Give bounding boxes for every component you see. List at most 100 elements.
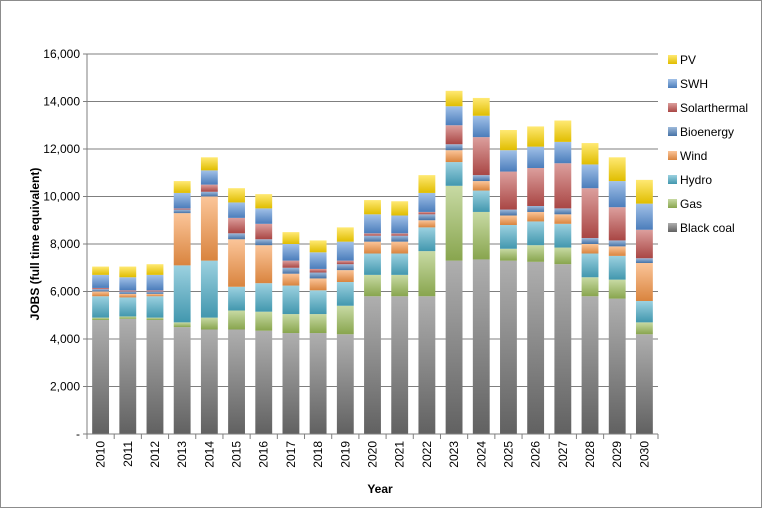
bar-segment-gas-2018 xyxy=(309,314,327,334)
bar-segment-gas-2019 xyxy=(336,305,354,335)
bar-segment-gas-2011 xyxy=(119,316,137,319)
legend-label: Solarthermal xyxy=(680,101,748,115)
bar-segment-hydro-2021 xyxy=(391,253,409,275)
bar-segment-black-coal-2028 xyxy=(581,296,599,434)
bar-segment-swh-2012 xyxy=(146,274,164,291)
bar-segment-solarthermal-2026 xyxy=(527,168,545,206)
bar-stack-2025 xyxy=(500,130,517,434)
bar-segment-bioenergy-2025 xyxy=(500,209,517,216)
bar-stack-2010 xyxy=(92,266,110,434)
bar-stack-2012 xyxy=(146,264,164,434)
bar-segment-wind-2030 xyxy=(635,263,653,301)
x-tick-label: 2020 xyxy=(366,441,380,468)
bar-segment-black-coal-2016 xyxy=(255,330,273,434)
bar-segment-pv-2017 xyxy=(282,232,300,244)
bar-segment-swh-2026 xyxy=(527,146,545,168)
legend-label: SWH xyxy=(680,77,708,91)
bar-segment-pv-2026 xyxy=(527,126,545,147)
bar-segment-bioenergy-2020 xyxy=(364,235,381,242)
bar-segment-hydro-2025 xyxy=(500,225,517,249)
bar-segment-bioenergy-2015 xyxy=(228,233,245,240)
bar-segment-hydro-2017 xyxy=(282,285,300,315)
bar-segment-hydro-2019 xyxy=(336,282,354,306)
x-tick-label: 2027 xyxy=(556,441,570,468)
bar-segment-wind-2025 xyxy=(500,215,517,225)
y-tick-label: - xyxy=(76,427,80,441)
bar-segment-black-coal-2015 xyxy=(228,329,245,434)
bar-segment-hydro-2016 xyxy=(255,283,273,312)
y-axis-title: JOBS (full time equivalent) xyxy=(28,168,42,321)
bar-stack-2018 xyxy=(309,240,327,434)
bar-segment-swh-2030 xyxy=(635,203,653,230)
bar-segment-black-coal-2014 xyxy=(200,329,218,434)
bar-segment-pv-2025 xyxy=(500,130,517,151)
bar-segment-pv-2018 xyxy=(309,240,327,253)
bar-segment-gas-2015 xyxy=(228,310,245,330)
bar-segment-black-coal-2013 xyxy=(173,327,191,434)
bar-segment-black-coal-2030 xyxy=(635,334,653,434)
bar-segment-solarthermal-2022 xyxy=(418,211,436,215)
bar-stack-2023 xyxy=(445,90,463,434)
bar-segment-hydro-2010 xyxy=(92,296,110,318)
bar-segment-bioenergy-2010 xyxy=(92,289,110,292)
bar-segment-pv-2014 xyxy=(200,157,218,171)
bar-segment-bioenergy-2030 xyxy=(635,258,653,263)
bar-segment-bioenergy-2013 xyxy=(173,209,191,214)
bar-segment-wind-2018 xyxy=(309,278,327,291)
legend-item-black-coal: Black coal xyxy=(668,221,735,235)
bar-segment-swh-2024 xyxy=(472,115,490,138)
x-tick-label: 2021 xyxy=(393,441,407,468)
bar-segment-pv-2019 xyxy=(336,227,354,242)
bar-segment-bioenergy-2018 xyxy=(309,272,327,279)
x-tick-label: 2024 xyxy=(474,441,488,468)
legend-swatch xyxy=(668,223,677,232)
x-tick-label: 2018 xyxy=(311,441,325,468)
bar-segment-gas-2012 xyxy=(146,317,164,320)
legend-item-gas: Gas xyxy=(668,197,702,211)
bar-segment-hydro-2030 xyxy=(635,301,653,323)
bar-segment-swh-2016 xyxy=(255,208,273,224)
legend-swatch xyxy=(668,103,677,112)
x-tick-label: 2025 xyxy=(501,441,515,468)
bar-segment-pv-2016 xyxy=(255,194,273,209)
bar-segment-solarthermal-2030 xyxy=(635,229,653,259)
bar-segment-swh-2025 xyxy=(500,150,517,172)
bar-stack-2021 xyxy=(391,201,409,434)
bar-segment-swh-2019 xyxy=(336,241,354,261)
bar-segment-gas-2014 xyxy=(200,317,218,330)
bar-segment-wind-2019 xyxy=(336,270,354,282)
bar-segment-pv-2015 xyxy=(228,188,245,203)
bar-segment-swh-2023 xyxy=(445,106,463,126)
bar-segment-swh-2014 xyxy=(200,170,218,185)
x-tick-label: 2011 xyxy=(121,441,135,467)
bar-segment-hydro-2011 xyxy=(119,297,137,317)
bar-stack-2028 xyxy=(581,143,599,434)
bar-segment-black-coal-2019 xyxy=(336,334,354,434)
bar-segment-solarthermal-2018 xyxy=(309,268,327,273)
bar-segment-hydro-2029 xyxy=(608,255,626,280)
x-tick-label: 2029 xyxy=(610,441,624,468)
bar-stack-2030 xyxy=(635,179,653,434)
bar-segment-wind-2024 xyxy=(472,181,490,191)
bar-segment-gas-2028 xyxy=(581,277,599,297)
bar-segment-bioenergy-2023 xyxy=(445,144,463,151)
bar-stack-2017 xyxy=(282,232,300,434)
x-tick-label: 2014 xyxy=(202,441,216,468)
bar-segment-gas-2010 xyxy=(92,317,110,320)
bar-segment-wind-2010 xyxy=(92,291,110,297)
bar-stack-2016 xyxy=(255,194,273,434)
bar-segment-bioenergy-2022 xyxy=(418,214,436,221)
bar-segment-hydro-2024 xyxy=(472,190,490,212)
bar-segment-wind-2013 xyxy=(173,213,191,266)
bar-segment-pv-2023 xyxy=(445,90,463,107)
bar-segment-swh-2027 xyxy=(554,141,572,164)
x-tick-label: 2015 xyxy=(230,441,244,468)
x-tick-label: 2010 xyxy=(94,441,108,468)
bar-stack-2011 xyxy=(119,266,137,434)
bar-segment-wind-2012 xyxy=(146,293,164,297)
bar-segment-wind-2021 xyxy=(391,241,409,254)
bar-segment-bioenergy-2014 xyxy=(200,191,218,197)
bar-stack-2015 xyxy=(228,188,245,434)
